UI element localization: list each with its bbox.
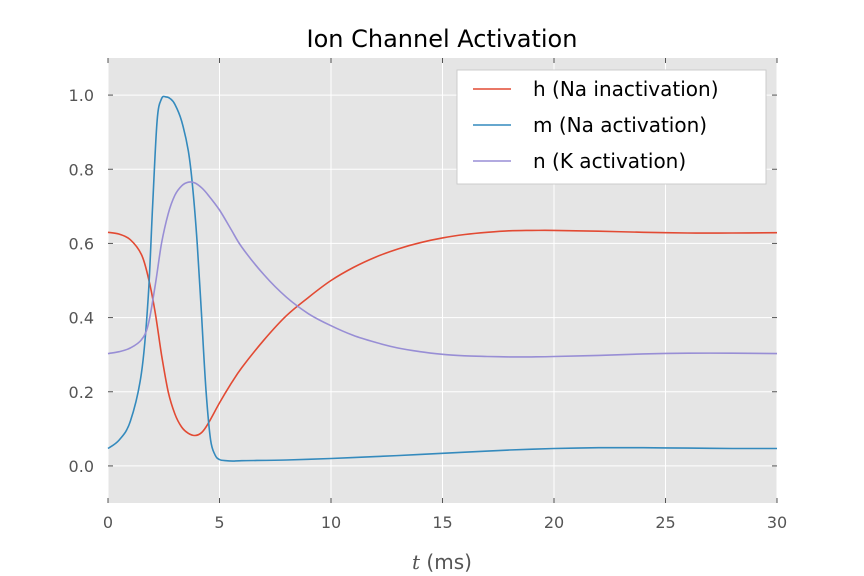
x-axis-label-unit: (ms) <box>420 550 472 574</box>
y-tick-label: 0.2 <box>69 383 94 402</box>
y-tick-label: 0.0 <box>69 457 94 476</box>
legend: h (Na inactivation) m (Na activation) n (K… <box>456 69 767 185</box>
legend-label-n: n (K activation) <box>533 149 686 173</box>
legend-label-h: h (Na inactivation) <box>533 77 719 101</box>
series-line-h <box>107 229 778 437</box>
y-tick-label: 1.0 <box>69 86 94 105</box>
x-tick-label: 0 <box>103 513 113 532</box>
y-tick-label: 0.8 <box>69 160 94 179</box>
y-tick-label: 0.4 <box>69 309 94 328</box>
x-axis-label: t (ms) <box>412 550 472 574</box>
x-tick-label: 10 <box>321 513 341 532</box>
series-line-n <box>107 181 778 358</box>
x-axis-label-var: t <box>412 550 421 574</box>
x-tick-label: 15 <box>432 513 452 532</box>
ticks <box>107 58 778 503</box>
legend-label-m: m (Na activation) <box>533 113 707 137</box>
series-group <box>107 95 778 462</box>
tick-labels: 0 5 10 15 20 25 30 0.0 0.2 0.4 0.6 0.8 1.0 <box>69 86 788 532</box>
series-line-m <box>107 95 777 462</box>
x-tick-label: 25 <box>655 513 675 532</box>
y-tick-label: 0.6 <box>69 234 94 253</box>
x-tick-label: 30 <box>767 513 787 532</box>
x-tick-label: 20 <box>544 513 564 532</box>
chart-title: Ion Channel Activation <box>307 25 578 53</box>
x-tick-label: 5 <box>214 513 224 532</box>
